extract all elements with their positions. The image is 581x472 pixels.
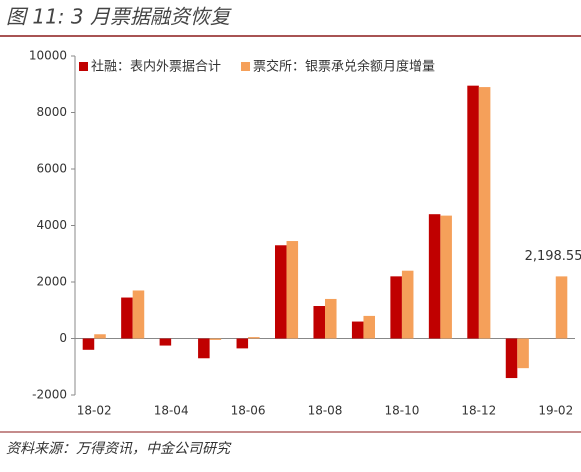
chart-title: 图 11: 3 月票据融资恢复 (6, 5, 232, 29)
y-tick-label: 10000 (29, 49, 67, 63)
bar (248, 337, 260, 339)
bar (517, 338, 529, 369)
y-tick-label: 8000 (36, 105, 67, 119)
bar (505, 338, 518, 379)
bar (209, 338, 222, 340)
legend-label: 社融：表内外票据合计 (91, 59, 221, 75)
x-tick-label: 18-02 (77, 404, 112, 418)
bar (325, 298, 337, 339)
bar (363, 315, 375, 339)
bar (467, 85, 479, 339)
bar (440, 215, 452, 339)
x-tick-label: 18-06 (231, 404, 266, 418)
x-tick-label: 18-10 (384, 404, 419, 418)
bar (132, 290, 145, 339)
bar (82, 338, 95, 350)
bar (159, 338, 172, 346)
bar (478, 87, 491, 339)
bar (121, 297, 133, 339)
value-label: 2,198.55 (525, 249, 581, 264)
y-tick-label: 2000 (36, 275, 67, 289)
bar (428, 214, 441, 339)
bar (351, 321, 364, 339)
bar (390, 276, 402, 339)
x-tick-label: 18-04 (154, 404, 189, 418)
x-tick-label: 19-02 (538, 404, 573, 418)
bar (198, 338, 210, 359)
bar (555, 276, 568, 339)
bar (313, 306, 325, 339)
bar (94, 334, 106, 339)
y-tick-label: 6000 (36, 162, 67, 176)
legend-label: 票交所：银票承兑余额月度增量 (253, 59, 435, 75)
y-tick-label: 0 (59, 331, 67, 345)
bar (401, 270, 414, 339)
x-tick-label: 18-12 (461, 404, 496, 418)
y-tick-label: 4000 (36, 218, 67, 232)
bar (286, 241, 299, 339)
bar (236, 338, 249, 349)
y-tick-label: -2000 (32, 388, 67, 402)
x-tick-label: 18-08 (308, 404, 343, 418)
legend-swatch (79, 62, 88, 71)
bar (275, 245, 287, 339)
legend-swatch (241, 62, 251, 71)
source-note: 资料来源：万得资讯，中金公司研究 (6, 441, 232, 457)
